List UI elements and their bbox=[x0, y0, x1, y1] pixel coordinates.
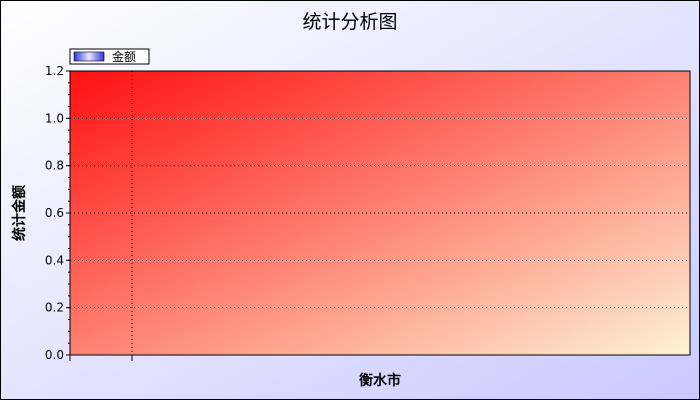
y-tick-label: 1.2 bbox=[45, 64, 64, 78]
legend-swatch bbox=[73, 51, 105, 62]
y-axis-ticks: 0.0 0.2 0.4 0.6 0.8 1.0 1.2 bbox=[45, 64, 133, 362]
y-tick-label: 1.0 bbox=[45, 111, 64, 125]
y-tick-label: 0.2 bbox=[45, 301, 64, 315]
grid-lines bbox=[70, 71, 690, 355]
y-tick-label: 0.4 bbox=[45, 253, 64, 267]
y-tick-label: 0.8 bbox=[45, 159, 64, 173]
x-axis-label: 衡水市 bbox=[359, 372, 401, 389]
chart-title: 统计分析图 bbox=[302, 11, 397, 33]
y-axis-label: 统计金额 bbox=[11, 185, 28, 241]
legend-label: 金额 bbox=[112, 49, 136, 64]
y-tick-label: 0.6 bbox=[45, 206, 64, 220]
legend: 金额 bbox=[69, 48, 150, 65]
y-tick-label: 0.0 bbox=[45, 348, 64, 362]
